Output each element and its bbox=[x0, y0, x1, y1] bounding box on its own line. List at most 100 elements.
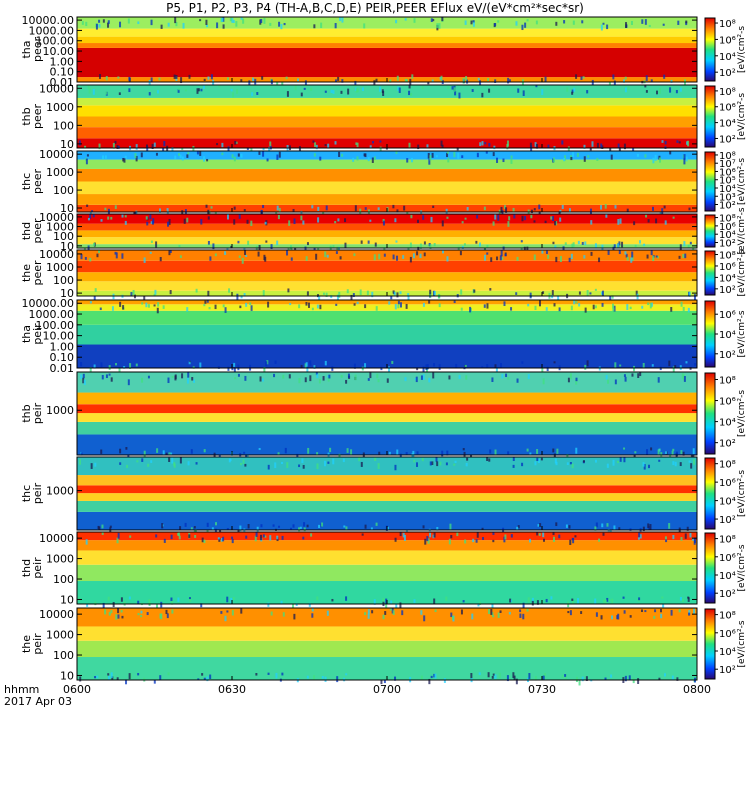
spectrogram-speckle bbox=[205, 19, 208, 25]
spectrogram-speckle bbox=[276, 154, 279, 160]
spectrogram-speckle bbox=[193, 529, 196, 533]
spectrogram-speckle bbox=[494, 214, 497, 220]
spectrogram-speckle bbox=[658, 87, 661, 94]
spectrogram-speckle bbox=[544, 76, 547, 83]
spectrogram-speckle bbox=[306, 524, 309, 528]
colorbar-tick-label: 10² bbox=[719, 201, 736, 212]
spectrogram-speckle bbox=[304, 80, 307, 86]
spectrogram-speckle bbox=[417, 246, 420, 252]
spectrogram-speckle bbox=[547, 144, 550, 148]
spectrogram-speckle bbox=[594, 288, 597, 291]
spectrogram-speckle bbox=[536, 600, 539, 605]
spectrogram-speckle bbox=[196, 88, 199, 94]
spectrogram-speckle bbox=[317, 206, 320, 211]
colorbar-tick-label: 10⁴ bbox=[719, 330, 736, 341]
spectrogram-speckle bbox=[661, 140, 664, 143]
spectrogram-speckle bbox=[594, 598, 597, 604]
spectrogram-speckle bbox=[316, 304, 319, 309]
spectrogram-speckle bbox=[298, 527, 301, 532]
spectrogram-speckle bbox=[303, 87, 306, 90]
spectrogram-speckle bbox=[292, 603, 295, 609]
spectrogram-speckle bbox=[591, 141, 594, 147]
spectrogram-speckle bbox=[244, 250, 247, 255]
spectrogram-speckle bbox=[542, 532, 545, 538]
spectrogram-speckle bbox=[492, 532, 495, 535]
spectrogram-speckle bbox=[489, 288, 492, 291]
spectrogram-speckle bbox=[534, 142, 537, 147]
spectrogram-speckle bbox=[693, 459, 696, 465]
spectrogram-speckle bbox=[177, 87, 180, 91]
y-tick-label: 10 bbox=[60, 138, 74, 151]
spectrogram-speckle bbox=[683, 158, 686, 165]
y-tick-label: 1.00 bbox=[50, 340, 75, 353]
spectrogram-speckle bbox=[662, 603, 665, 608]
spectrogram-speckle bbox=[91, 210, 94, 213]
spectrogram-speckle bbox=[382, 91, 385, 96]
panel-label-line: the bbox=[20, 635, 33, 653]
spectrogram-speckle bbox=[300, 364, 303, 368]
spectrogram-speckle bbox=[123, 601, 126, 606]
spectrogram-speckle bbox=[492, 152, 495, 157]
spectrogram-speckle bbox=[584, 364, 587, 370]
spectrogram-speckle bbox=[651, 364, 654, 367]
spectrogram-speckle bbox=[569, 539, 572, 545]
colorbar-tick-label: 10⁸ bbox=[719, 19, 736, 30]
spectrogram-speckle bbox=[214, 304, 217, 310]
spectrogram-speckle bbox=[162, 305, 165, 309]
spectrogram-speckle bbox=[500, 250, 503, 257]
spectrogram-speckle bbox=[122, 305, 125, 310]
spectrogram-speckle bbox=[624, 675, 627, 682]
spectrogram-speckle bbox=[335, 251, 338, 254]
colorbar-tick-label: 10⁶ bbox=[719, 629, 736, 640]
spectrogram-speckle bbox=[395, 240, 398, 243]
spectrogram-speckle bbox=[244, 375, 247, 381]
spectrogram-speckle bbox=[175, 22, 178, 27]
y-tick-label: 1000 bbox=[46, 629, 74, 642]
spectrogram-speckle bbox=[240, 608, 243, 614]
spectrogram-speckle bbox=[375, 306, 378, 311]
spectrogram-speckle bbox=[678, 255, 681, 259]
spectrogram-speckle bbox=[618, 241, 621, 246]
spectrogram-speckle bbox=[259, 376, 262, 382]
spectrogram-speckle bbox=[316, 596, 319, 601]
spectrogram-speckle bbox=[303, 522, 306, 527]
spectrogram-speckle bbox=[308, 602, 311, 607]
spectrogram-speckle bbox=[251, 92, 254, 97]
spectrogram-speckle bbox=[353, 363, 356, 369]
spectrogram-speckle bbox=[241, 257, 244, 264]
spectrogram-speckle bbox=[221, 142, 224, 148]
spectrogram-speckle bbox=[494, 674, 497, 680]
spectrogram-speckle bbox=[404, 78, 407, 82]
spectrogram-speckle bbox=[526, 448, 529, 452]
spectrogram-speckle bbox=[457, 152, 460, 159]
spectrogram-speckle bbox=[487, 608, 490, 614]
spectrogram-speckle bbox=[619, 218, 622, 224]
spectrogram-speckle bbox=[89, 214, 92, 219]
spectrogram-speckle bbox=[243, 209, 246, 212]
spectrogram-speckle bbox=[132, 289, 135, 296]
spectrogram-speckle bbox=[341, 153, 344, 157]
spectrogram-speckle bbox=[594, 459, 597, 463]
spectrogram-speckle bbox=[433, 598, 436, 604]
spectrogram-speckle bbox=[644, 154, 647, 158]
spectrogram-speckle bbox=[310, 533, 313, 537]
spectrogram-speckle bbox=[600, 615, 603, 620]
spectrogram-speckle bbox=[380, 679, 383, 685]
spectrogram-speckle bbox=[280, 23, 283, 30]
spectrogram-speckle bbox=[171, 600, 174, 605]
spectrogram-speckle bbox=[611, 303, 614, 309]
spectrogram-speckle bbox=[102, 155, 105, 160]
spectrogram-speckle bbox=[319, 156, 322, 161]
spectrogram-speckle bbox=[287, 288, 290, 293]
spectrogram-speckle bbox=[174, 375, 177, 381]
y-tick-label: 100 bbox=[53, 119, 74, 132]
spectrogram-speckle bbox=[353, 303, 356, 306]
spectrogram-speckle bbox=[407, 247, 410, 252]
y-tick-label: 0.01 bbox=[50, 362, 75, 375]
spectrogram-speckle bbox=[580, 611, 583, 615]
spectrogram-speckle bbox=[256, 526, 259, 533]
spectrogram-speckle bbox=[589, 292, 592, 295]
spectrogram-speckle bbox=[315, 253, 318, 260]
spectrogram-speckle bbox=[314, 142, 317, 148]
